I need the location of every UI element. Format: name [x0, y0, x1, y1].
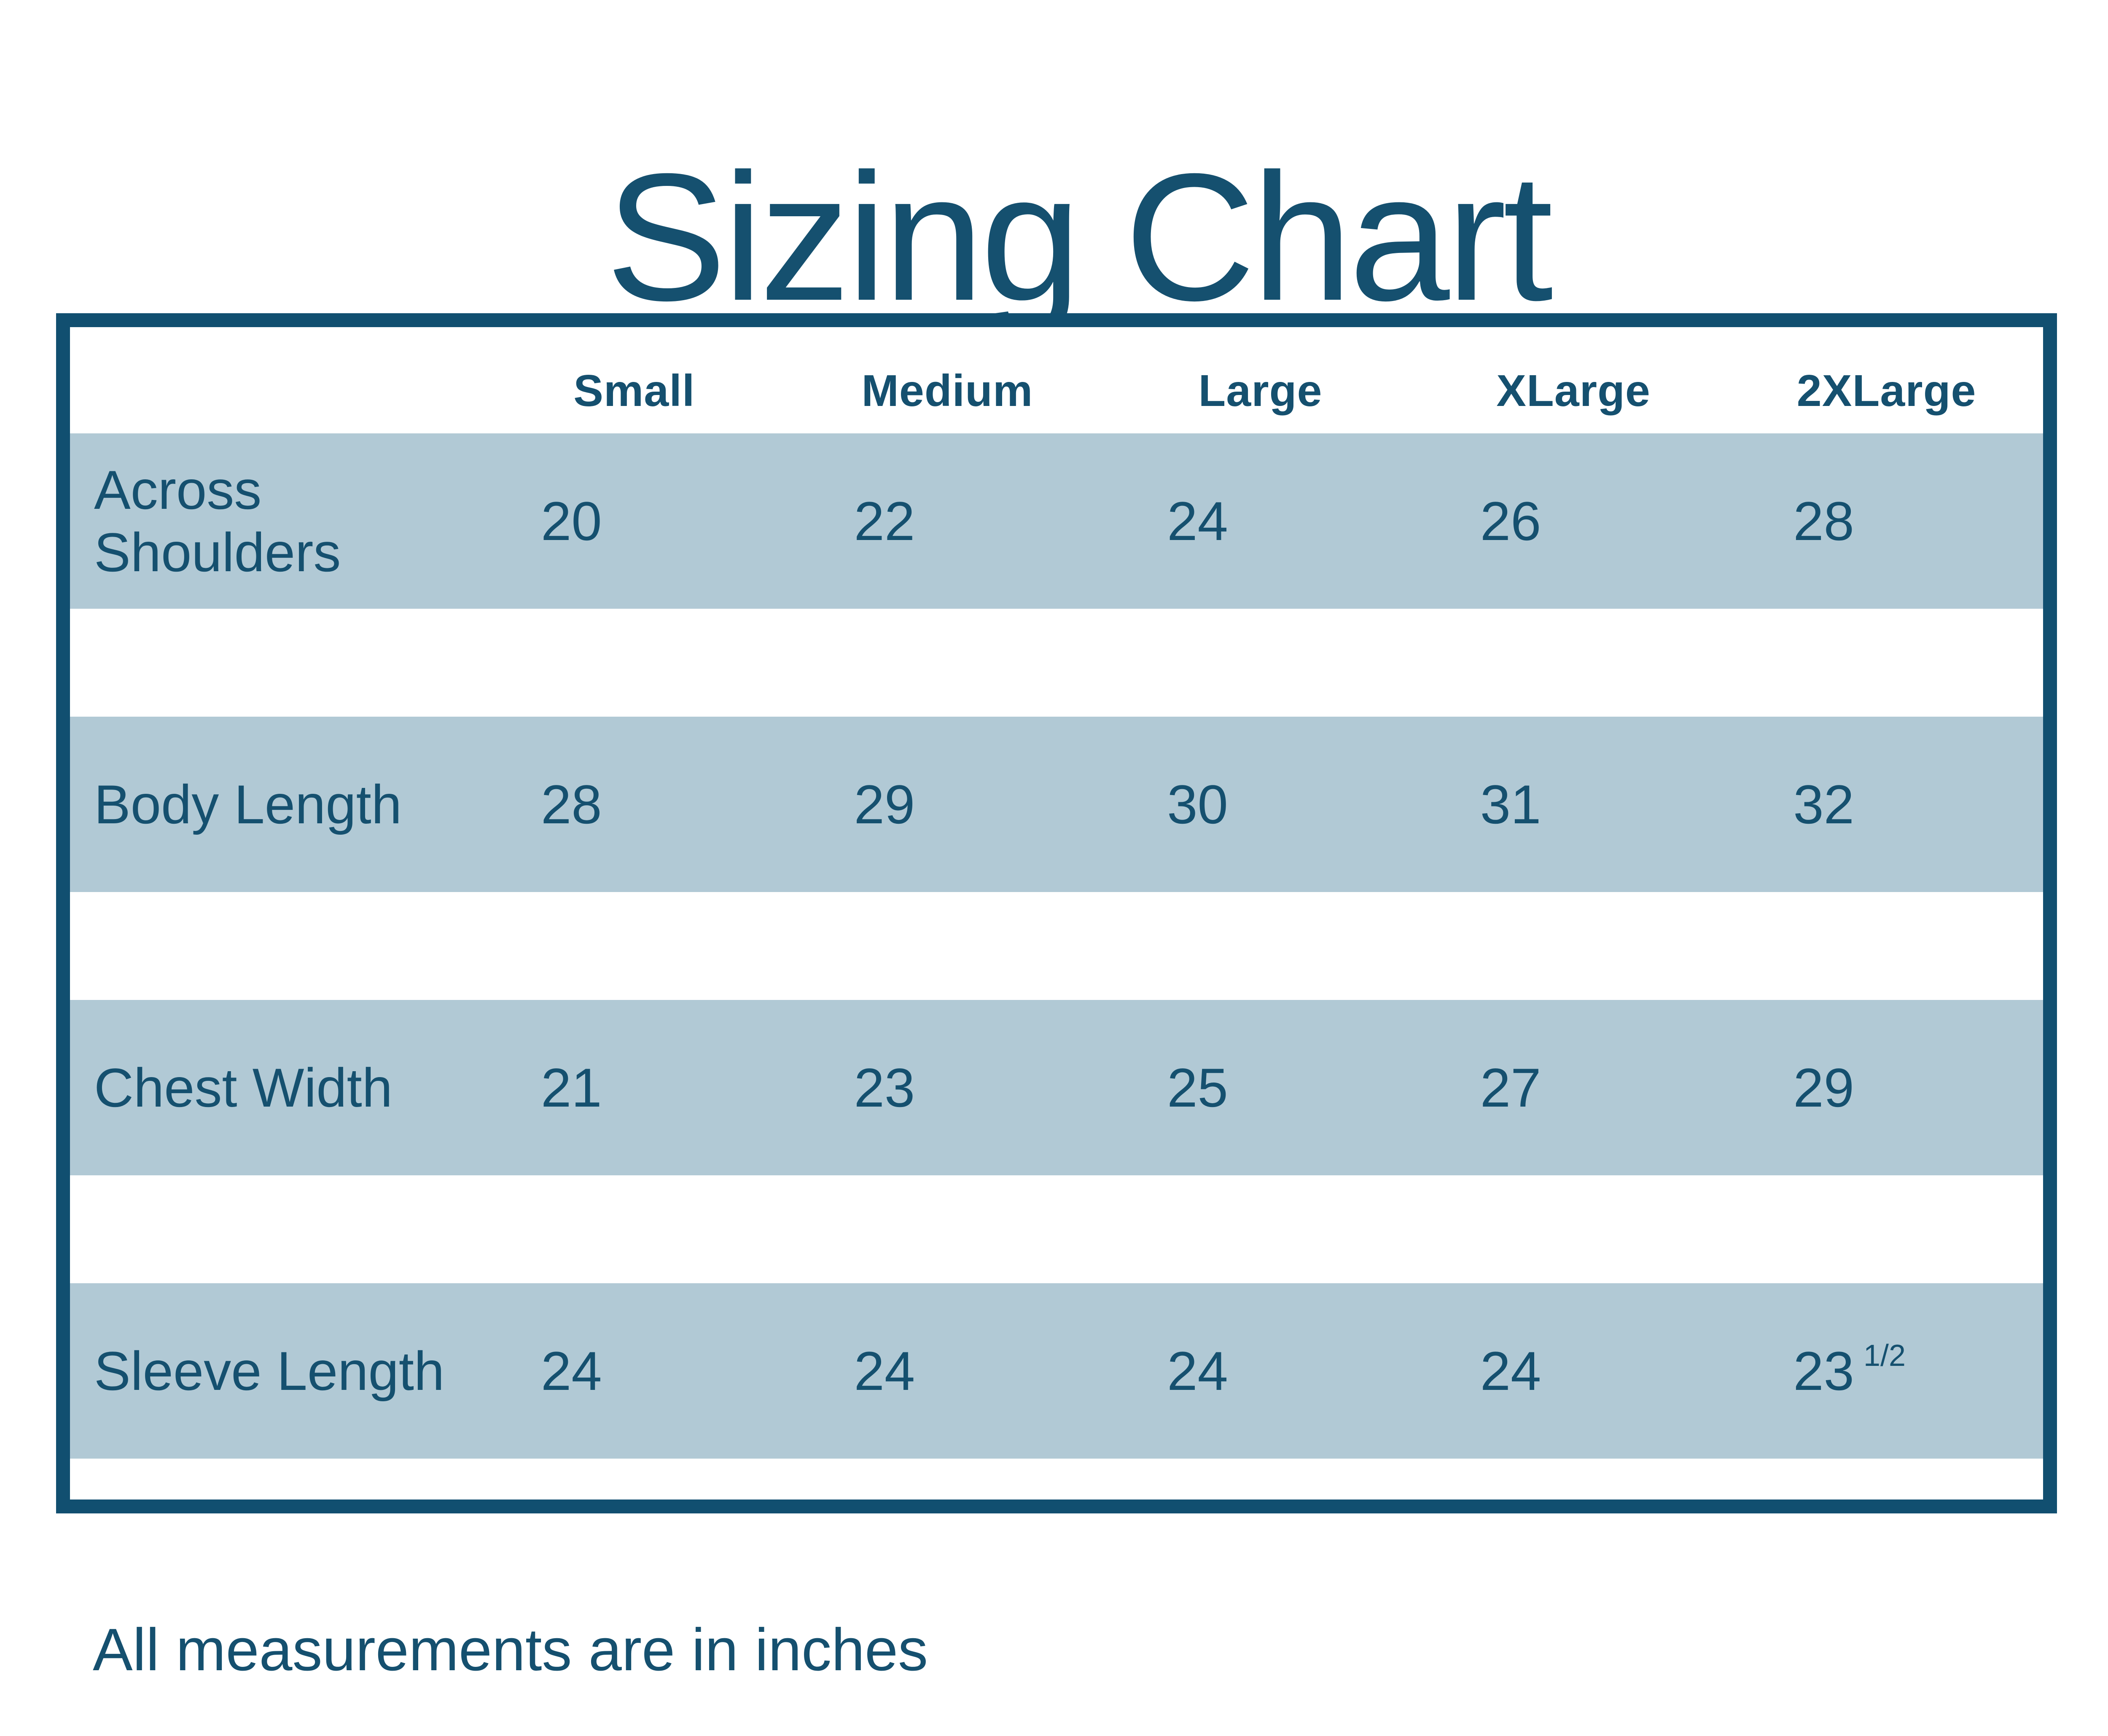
size-value: 29: [854, 774, 915, 835]
size-value-cell: 22: [791, 433, 1104, 609]
row-spacer: [70, 609, 2043, 717]
size-value: 24: [1480, 1340, 1541, 1402]
size-value-cell: 24: [791, 1283, 1104, 1459]
size-value-cell: 24: [478, 1283, 791, 1459]
size-value: 24: [1167, 490, 1228, 552]
column-header-medium: Medium: [861, 365, 1033, 416]
table-row-across-shoulders: Across Shoulders 20 22 24 26 28: [70, 433, 2043, 609]
size-value: 23: [854, 1057, 915, 1118]
size-value: 26: [1480, 490, 1541, 552]
column-header-small: Small: [573, 365, 695, 416]
size-value: 28: [541, 774, 602, 835]
table-row-body-length: Body Length 28 29 30 31 32: [70, 717, 2043, 892]
table-row-sleeve-length: Sleeve Length 24 24 24 24 23 1/2: [70, 1283, 2043, 1459]
row-label: Body Length: [94, 773, 402, 835]
size-value-cell: 28: [1730, 433, 2043, 609]
row-spacer: [70, 1175, 2043, 1283]
table-header-row: Small Medium Large XLarge 2XLarge: [70, 327, 2043, 433]
size-value: 23: [1793, 1340, 1854, 1402]
size-value-cell: 29: [1730, 1000, 2043, 1175]
size-value-cell: 24: [1104, 433, 1417, 609]
row-label: Across Shoulders: [94, 459, 341, 583]
row-spacer: [70, 892, 2043, 1000]
column-header-large: Large: [1198, 365, 1323, 416]
size-value-cell: 26: [1417, 433, 1730, 609]
size-value-fraction: 1/2: [1863, 1339, 1906, 1373]
size-value: 21: [541, 1057, 602, 1118]
size-value: 30: [1167, 774, 1228, 835]
size-value-cell: 20: [478, 433, 791, 609]
size-value: 22: [854, 490, 915, 552]
size-value-cell: 32: [1730, 717, 2043, 892]
size-value-cell: 27: [1417, 1000, 1730, 1175]
size-value: 24: [1167, 1340, 1228, 1402]
size-value: 29: [1793, 1057, 1854, 1118]
size-value-cell: 23: [791, 1000, 1104, 1175]
size-value: 25: [1167, 1057, 1228, 1118]
column-header-2xlarge: 2XLarge: [1796, 365, 1976, 416]
size-value: 24: [541, 1340, 602, 1402]
row-label: Sleeve Length: [94, 1340, 445, 1402]
size-value: 20: [541, 490, 602, 552]
size-value: 27: [1480, 1057, 1541, 1118]
size-value-cell: 23 1/2: [1730, 1283, 2043, 1459]
row-spacer: [70, 1459, 2043, 1500]
size-value-cell: 31: [1417, 717, 1730, 892]
measurement-note: All measurements are in inches: [93, 1616, 928, 1683]
size-value: 32: [1793, 774, 1854, 835]
size-value-cell: 21: [478, 1000, 791, 1175]
size-value-cell: 24: [1417, 1283, 1730, 1459]
table-row-chest-width: Chest Width 21 23 25 27 29: [70, 1000, 2043, 1175]
size-value: 24: [854, 1340, 915, 1402]
row-label: Chest Width: [94, 1056, 393, 1118]
size-value-cell: 24: [1104, 1283, 1417, 1459]
size-value-cell: 25: [1104, 1000, 1417, 1175]
column-header-xlarge: XLarge: [1496, 365, 1651, 416]
size-value-cell: 28: [478, 717, 791, 892]
size-value-cell: 30: [1104, 717, 1417, 892]
size-value: 28: [1793, 490, 1854, 552]
page-title: Sizing Chart: [605, 136, 1554, 339]
size-value-cell: 29: [791, 717, 1104, 892]
size-value: 31: [1480, 774, 1541, 835]
sizing-table: Small Medium Large XLarge 2XLarge Across…: [56, 313, 2057, 1513]
